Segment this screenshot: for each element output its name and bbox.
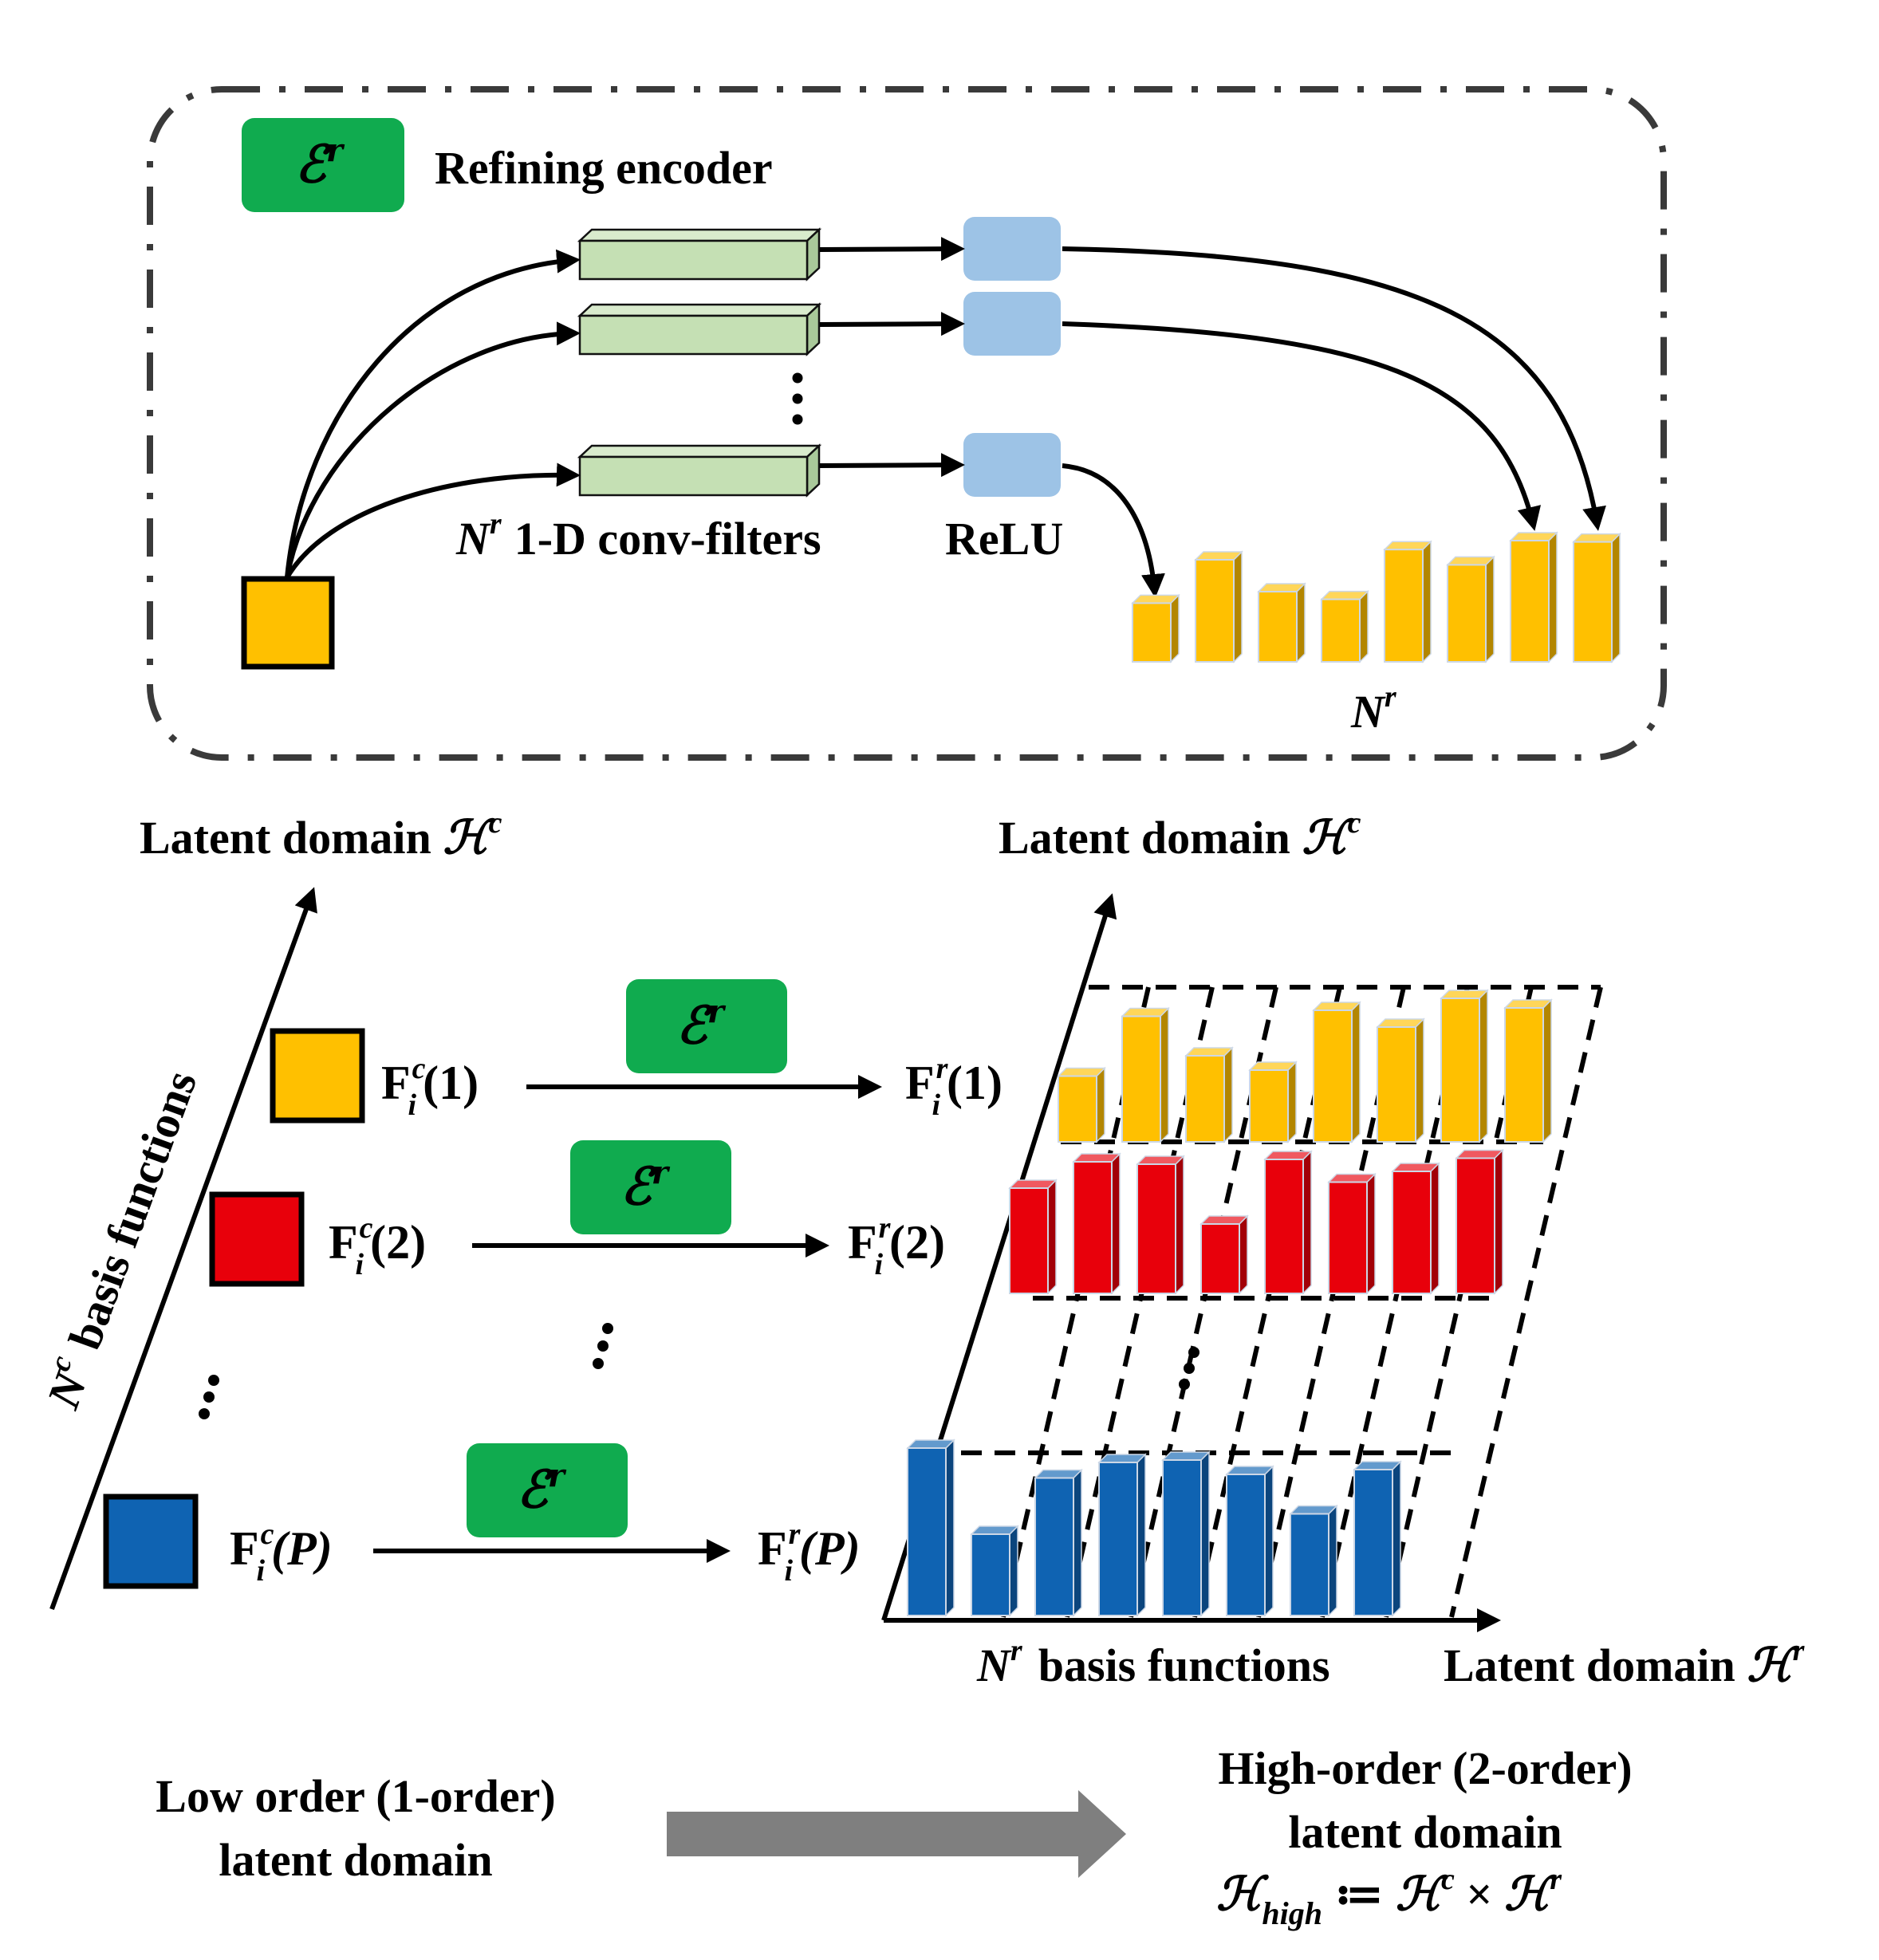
relu-box-3 <box>963 433 1061 497</box>
arrow-input-to-filter-1 <box>285 249 581 578</box>
row1-encoder-box <box>626 979 787 1073</box>
yellow-grid-bar-4 <box>1248 1061 1298 1143</box>
conv-filter-3 <box>577 443 822 498</box>
red-grid-bar-6 <box>1327 1172 1377 1295</box>
red-grid-bar-2 <box>1072 1152 1121 1295</box>
right-axis-title-top: Latent domain ℋc <box>999 806 1361 864</box>
red-grid-bar-7 <box>1391 1162 1440 1295</box>
encoder-output-label: Nr <box>1350 680 1397 738</box>
red-grid-bar-8 <box>1455 1148 1504 1295</box>
low-order-domain: Latent domain ℋc Ncbasis functions Fc i (1… <box>31 806 1003 1611</box>
blue-grid-bar-5 <box>1161 1450 1211 1617</box>
right-axis-title-right: Latent domain ℋr <box>1444 1634 1806 1692</box>
high-order-formula: ℋhigh ≔ ℋc × ℋr <box>1216 1863 1562 1931</box>
relu-label: ReLU <box>945 513 1063 565</box>
row2-encoder-box <box>570 1140 731 1234</box>
filters-label: Nr 1-D conv-filters <box>455 507 821 565</box>
encoder-output-bar-7 <box>1509 531 1558 663</box>
yellow-grid-bar-1 <box>1057 1066 1106 1143</box>
row2-encoder-symbol: ℰr <box>620 1154 671 1217</box>
red-grid-bar-5 <box>1263 1150 1313 1295</box>
encoder-legend-title: Refining encoder <box>435 142 773 194</box>
refining-encoder-panel: ℰr Refining encoder <box>147 86 1667 761</box>
yellow-grid-bar-6 <box>1376 1017 1425 1143</box>
yellow-grid-bar-5 <box>1312 1001 1361 1143</box>
encoder-output-bar-3 <box>1257 582 1306 663</box>
encoder-output-bar-5 <box>1383 540 1432 663</box>
row1-input-label: Fc i (1) <box>381 1052 479 1122</box>
grid-bars <box>906 989 1553 1617</box>
filters-ellipsis <box>792 372 803 425</box>
gray-transition-arrow <box>667 1790 1126 1878</box>
low-order-line1: Low order (1-order) <box>156 1770 555 1822</box>
basis-square-2 <box>209 1191 305 1287</box>
rowp-encoder-box <box>467 1443 628 1537</box>
encoder-output-bar-6 <box>1446 555 1495 663</box>
encoder-legend-symbol: ℰr <box>295 132 345 195</box>
grid-ellipsis <box>1179 1347 1199 1390</box>
left-vertical-ellipsis <box>199 1375 219 1419</box>
red-grid-bar-4 <box>1199 1214 1249 1295</box>
rowp-encoder-symbol: ℰr <box>517 1457 567 1520</box>
relu-box-2 <box>963 292 1061 356</box>
encoder-legend-box <box>242 118 404 212</box>
blue-grid-bar-8 <box>1353 1460 1402 1617</box>
blue-grid-bar-7 <box>1289 1504 1338 1617</box>
right-bottom-label: Nr basis functions <box>976 1634 1330 1691</box>
conv-filter-2 <box>577 302 822 356</box>
yellow-grid-bar-3 <box>1184 1046 1234 1143</box>
bottom-summary: Low order (1-order) latent domain High-o… <box>156 1742 1632 1931</box>
blue-grid-bar-4 <box>1097 1453 1147 1617</box>
yellow-grid-bar-8 <box>1503 998 1553 1143</box>
row2-output-label: Fr i (2) <box>848 1211 945 1281</box>
basis-square-p <box>103 1494 199 1589</box>
arrow-relu-3-to-output <box>1062 463 1165 598</box>
high-order-line1: High-order (2-order) <box>1218 1742 1632 1794</box>
yellow-grid-bar-7 <box>1440 989 1489 1143</box>
arrow-input-to-filter-2 <box>285 321 581 578</box>
relu-box-1 <box>963 217 1061 281</box>
arrow-filter-1-to-relu <box>819 237 965 262</box>
left-axis-title: Latent domain ℋc <box>140 806 502 864</box>
red-grid-bar-3 <box>1136 1155 1185 1295</box>
encoder-panel-border <box>147 86 1667 761</box>
low-order-line2: latent domain <box>219 1834 492 1886</box>
blue-grid-bar-1 <box>906 1439 955 1617</box>
high-order-domain: Latent domain ℋc Nr basis functions Laten… <box>881 806 1806 1692</box>
left-diagonal-axis <box>49 887 317 1611</box>
blue-grid-bar-2 <box>970 1525 1019 1617</box>
encoder-input-square <box>241 576 335 670</box>
arrow-input-to-filter-3 <box>285 462 581 579</box>
conv-filter-1 <box>577 227 822 281</box>
arrow-relu-1-to-output <box>1062 246 1606 531</box>
arrow-relu-2-to-output <box>1062 321 1541 531</box>
rowp-output-label: Fr i (P) <box>758 1517 861 1588</box>
encoder-output-bar-4 <box>1320 589 1369 663</box>
encoder-output-bars <box>1131 531 1621 663</box>
row1-encoder-symbol: ℰr <box>676 993 727 1056</box>
basis-square-1 <box>270 1028 365 1124</box>
yellow-grid-bar-2 <box>1121 1006 1170 1143</box>
rowp-input-label: Fc i (P) <box>230 1517 333 1588</box>
row1-output-label: Fr i (1) <box>905 1052 1003 1122</box>
arrow-filter-3-to-relu <box>819 453 965 478</box>
encoder-output-bar-1 <box>1131 593 1180 663</box>
encoder-output-bar-8 <box>1572 532 1621 663</box>
left-axis-side-label: Ncbasis functions <box>31 1062 207 1415</box>
blue-grid-bar-3 <box>1034 1468 1083 1617</box>
red-grid-bar-1 <box>1008 1179 1058 1295</box>
middle-vertical-ellipsis <box>593 1323 613 1369</box>
arrow-filter-2-to-relu <box>819 312 965 337</box>
row2-input-label: Fc i (2) <box>329 1211 426 1281</box>
encoder-output-bar-2 <box>1194 550 1243 663</box>
blue-grid-bar-6 <box>1225 1465 1274 1617</box>
high-order-line2: latent domain <box>1288 1806 1562 1858</box>
